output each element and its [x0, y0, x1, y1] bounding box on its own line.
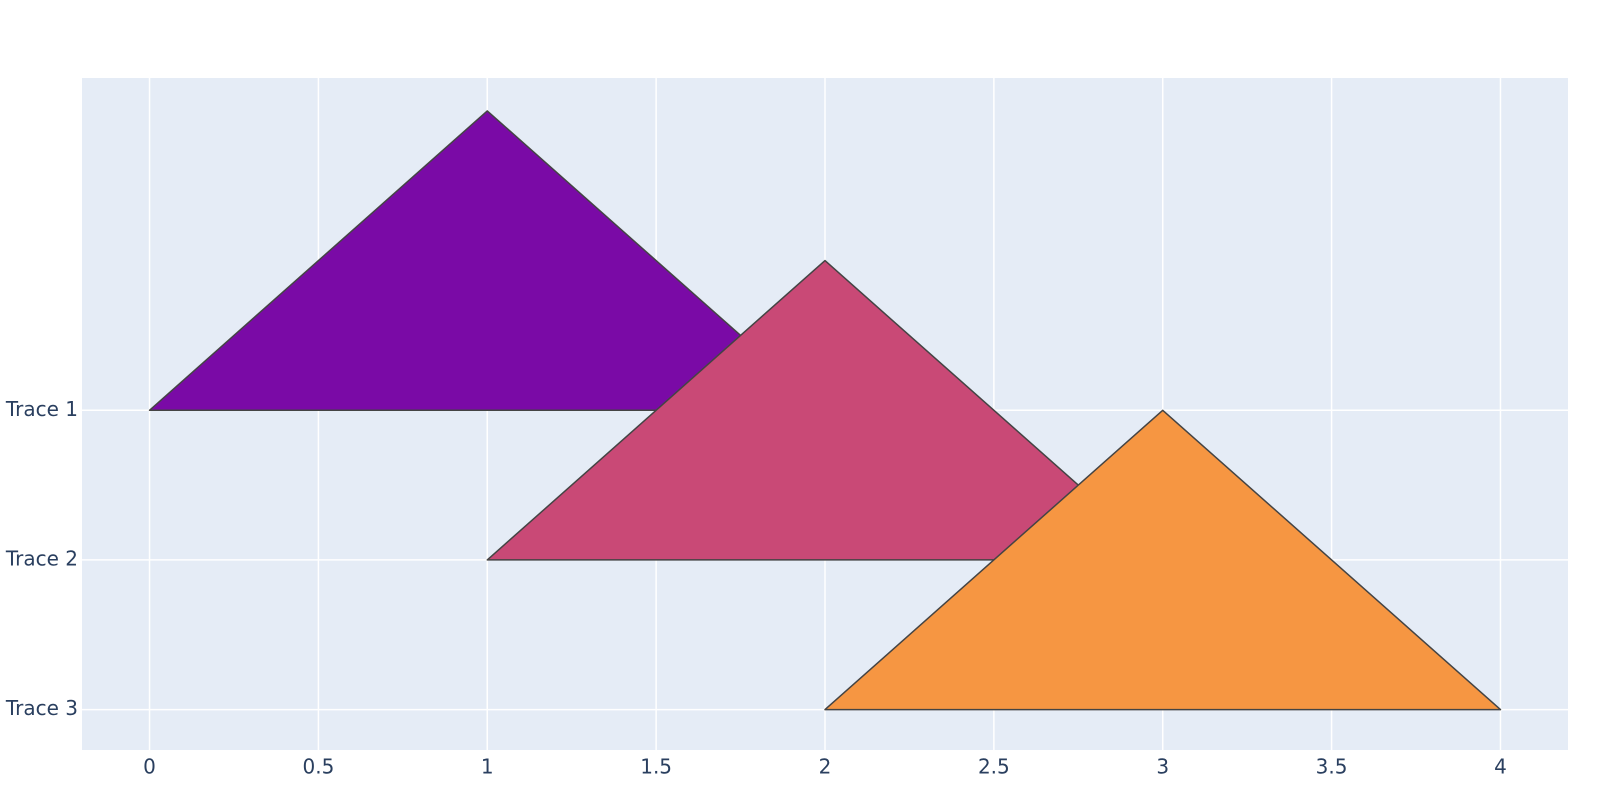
- x-tick-label: 0: [143, 755, 156, 779]
- ridge-area: [824, 409, 1502, 711]
- x-tick-label: 2.5: [978, 755, 1010, 779]
- ridge-area: [486, 259, 1164, 561]
- y-tick-label: Trace 3: [5, 696, 78, 720]
- x-tick-label: 2: [819, 755, 832, 779]
- ridge-area: [148, 110, 826, 412]
- x-tick-label: 1: [481, 755, 494, 779]
- y-tick-label: Trace 1: [5, 397, 78, 421]
- x-tick-label: 3: [1156, 755, 1169, 779]
- y-tick-label: Trace 2: [5, 546, 78, 570]
- x-tick-label: 1.5: [640, 755, 672, 779]
- x-tick-label: 0.5: [303, 755, 335, 779]
- x-tick-label: 3.5: [1316, 755, 1348, 779]
- x-tick-label: 4: [1494, 755, 1507, 779]
